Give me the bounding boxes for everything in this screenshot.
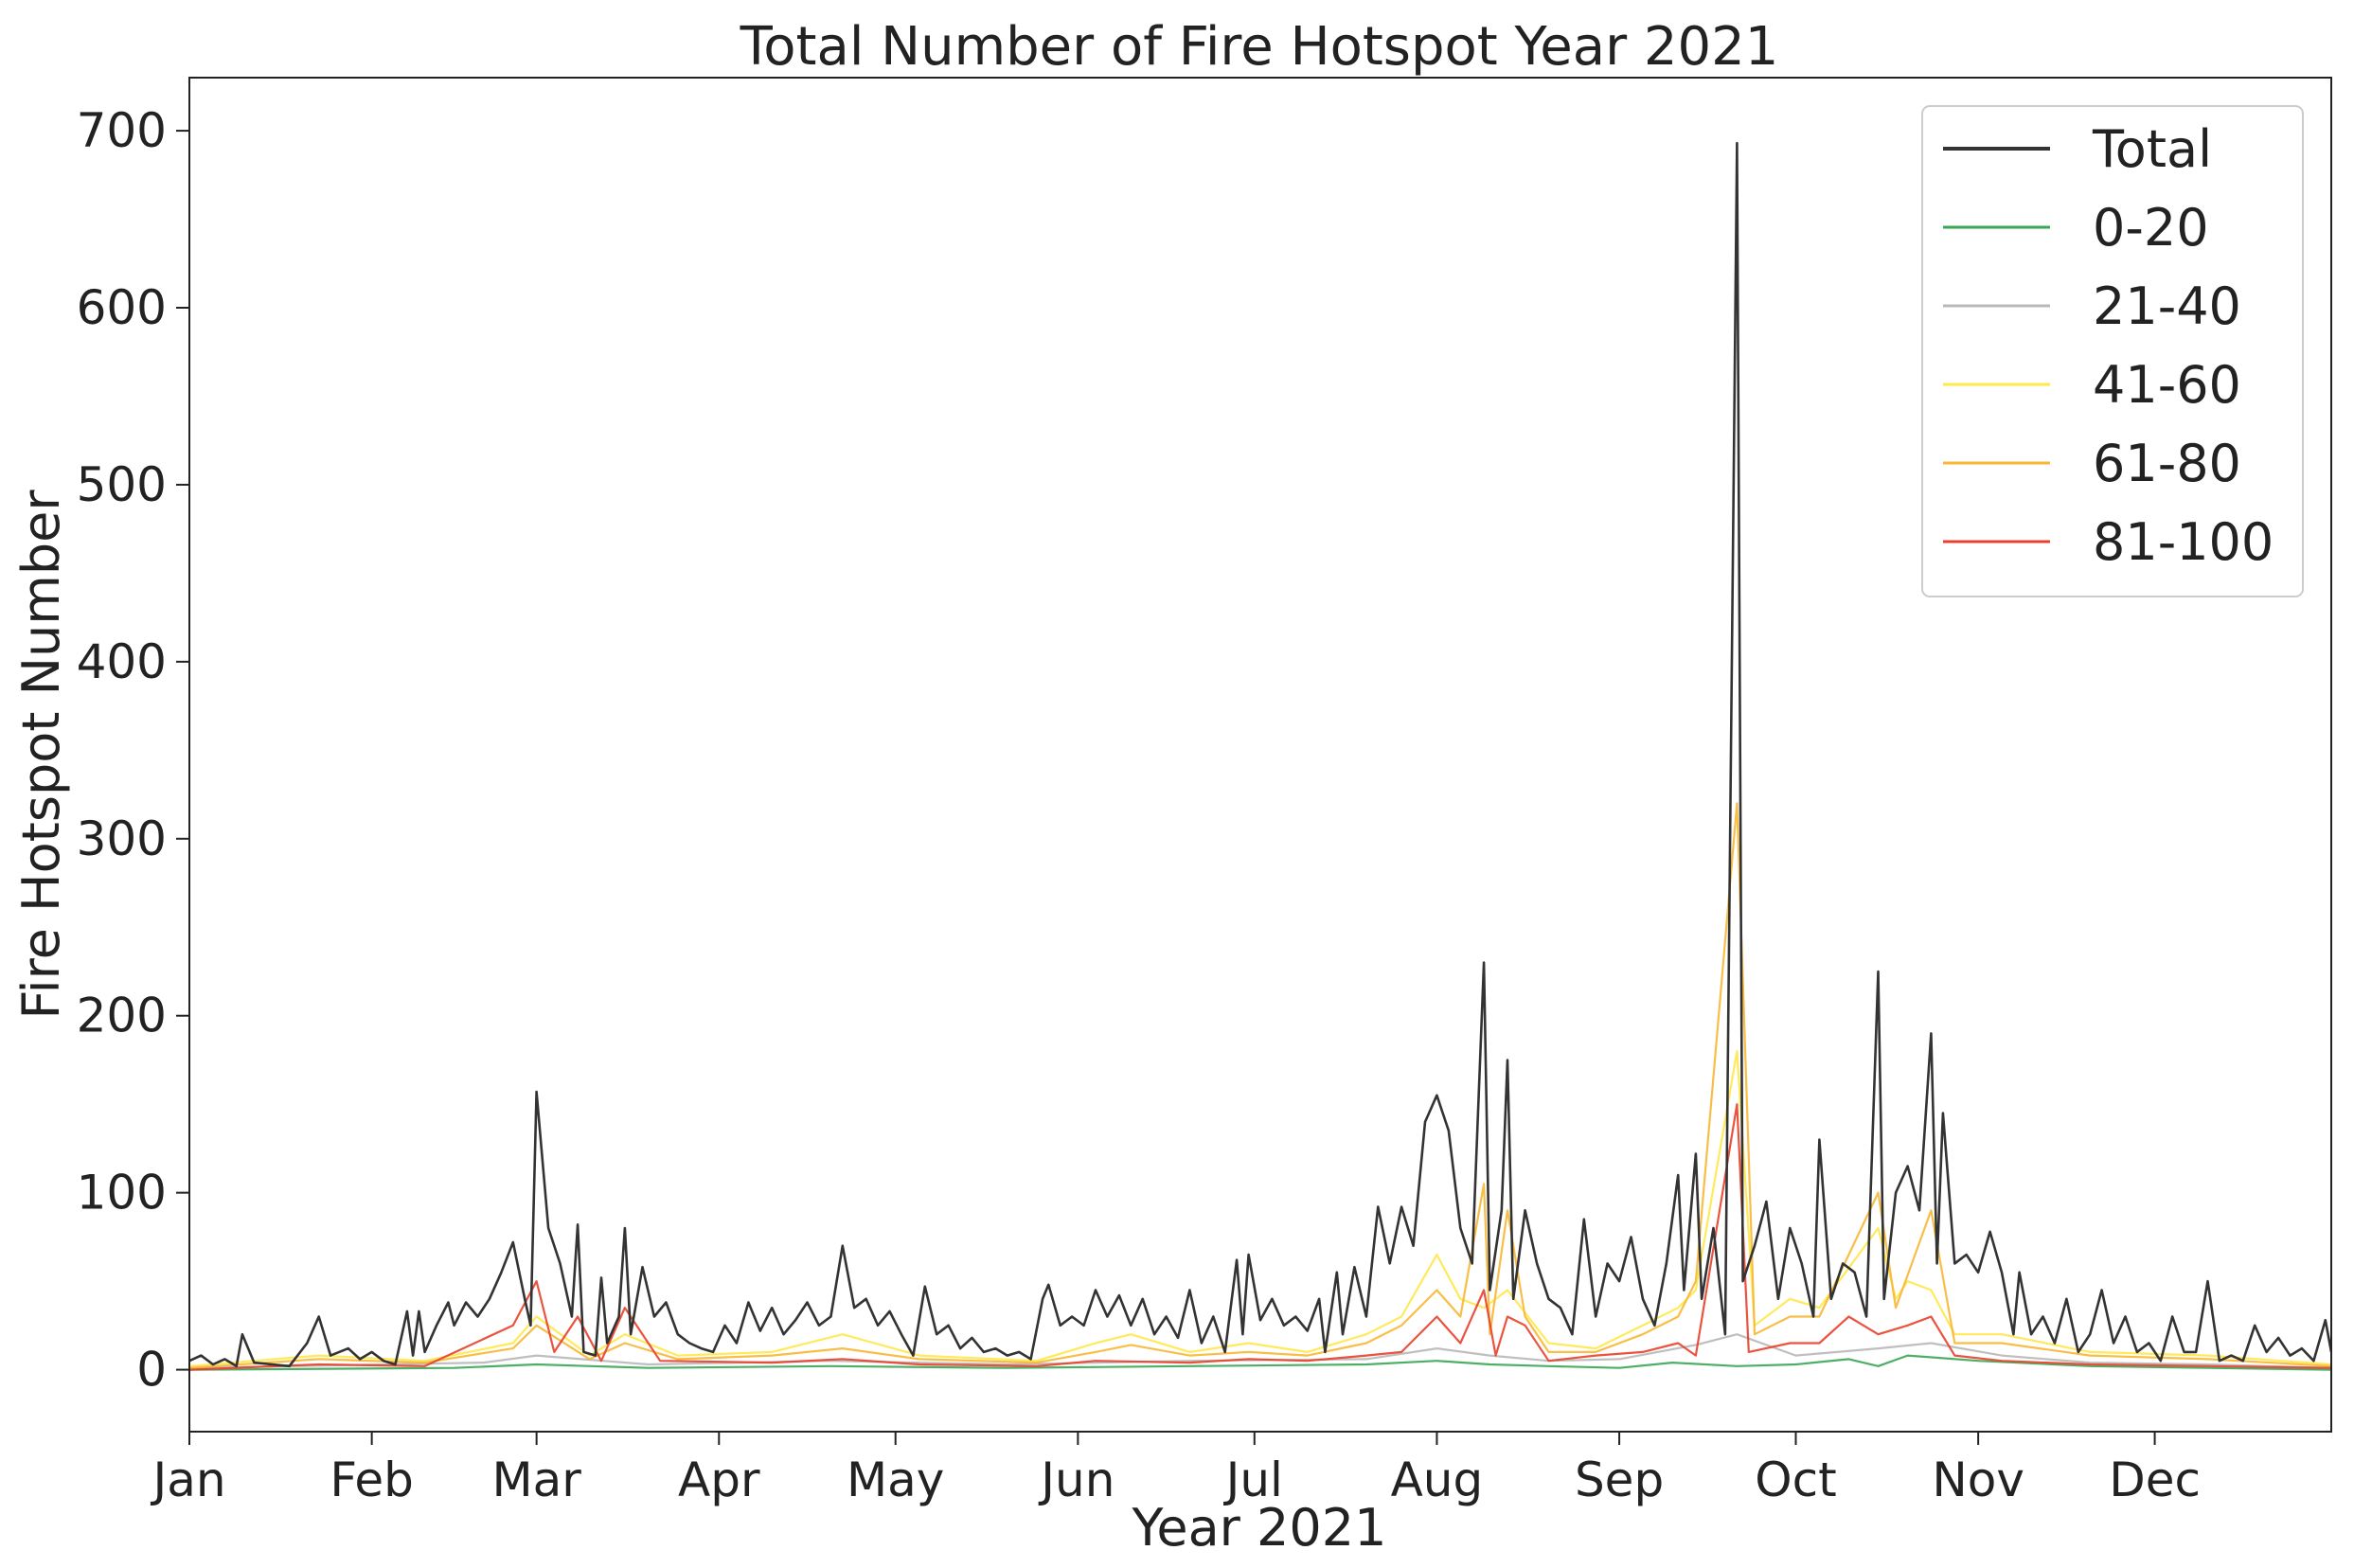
plot-frame [188,77,2332,1433]
series-line-0-20 [189,1354,2331,1371]
y-tick-label: 700 [77,103,167,158]
y-axis-ticks: 0 100 200 300 400 500 600 700 [77,103,189,1398]
x-tick-label: Sep [1575,1452,1664,1507]
x-tick-label: Apr [678,1452,760,1507]
series-line-81-100 [189,1103,2331,1371]
x-tick-label: Dec [2109,1452,2201,1507]
x-tick-label: Nov [1932,1452,2024,1507]
x-tick-label: Oct [1755,1452,1836,1507]
y-tick-label: 300 [77,811,167,866]
x-tick-label: Jan [150,1452,225,1507]
y-tick-label: 100 [77,1166,167,1221]
series-line-61-80 [189,802,2331,1369]
x-tick-label: Feb [330,1452,414,1507]
y-tick-label: 600 [77,280,167,335]
x-axis-ticks: Jan Feb Mar Apr May Jun Jul Aug Sep Oct Nov Dec [150,1432,2201,1507]
x-tick-label: Jun [1038,1452,1115,1507]
x-tick-label: Mar [491,1452,581,1507]
legend-label: Total [2092,119,2212,179]
x-tick-label: Aug [1391,1452,1484,1507]
y-tick-label: 400 [77,634,167,689]
legend-label: 41-60 [2093,355,2241,415]
legend-label: 0-20 [2093,198,2209,258]
legend-label: 61-80 [2093,434,2241,493]
x-tick-label: May [847,1452,944,1507]
y-tick-label: 0 [136,1343,167,1398]
chart-title: Total Number of Fire Hotspot Year 2021 [740,16,1779,78]
series-line-41-60 [189,1049,2331,1367]
x-axis-title: Year 2021 [1132,1498,1387,1558]
y-axis-title: Fire Hotspot Number [11,490,71,1020]
y-tick-label: 500 [77,457,167,512]
series-line-total [189,141,2331,1368]
series-layer [189,141,2331,1371]
legend-items: Total 0-20 21-40 41-60 61-80 81-100 [1943,119,2274,572]
legend-label: 81-100 [2093,512,2274,572]
legend: Total 0-20 21-40 41-60 61-80 81-100 [1921,105,2304,597]
y-tick-label: 200 [77,989,167,1043]
x-tick-label: Jul [1223,1452,1283,1507]
legend-label: 21-40 [2093,276,2241,336]
